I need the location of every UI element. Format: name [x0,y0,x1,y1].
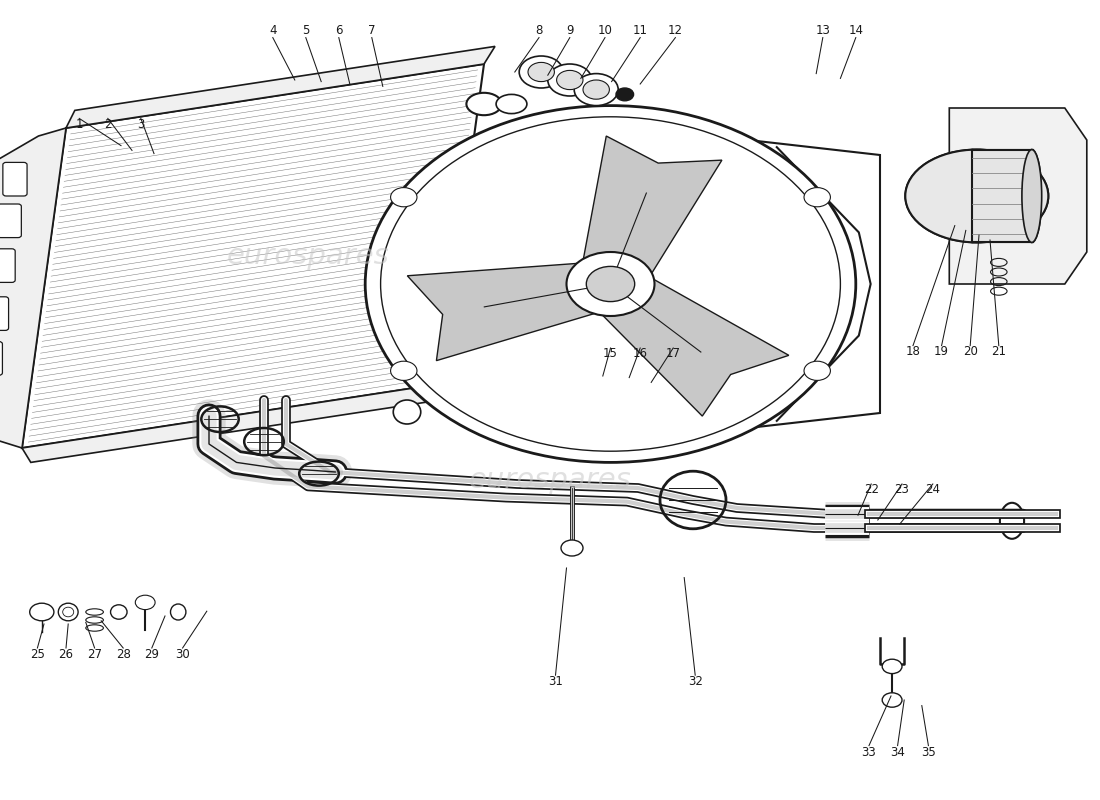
Circle shape [381,117,840,451]
Text: 18: 18 [905,346,921,358]
Polygon shape [583,136,722,273]
Circle shape [882,693,902,707]
Ellipse shape [466,93,502,115]
Polygon shape [949,108,1087,284]
Text: 25: 25 [30,648,45,661]
FancyBboxPatch shape [972,150,1033,242]
Circle shape [804,362,830,381]
FancyBboxPatch shape [0,204,21,238]
Text: 26: 26 [58,648,74,661]
Ellipse shape [905,150,1048,242]
Text: 24: 24 [925,483,940,496]
Text: 22: 22 [864,483,879,496]
Circle shape [365,106,856,462]
Text: 13: 13 [815,24,830,37]
Text: 27: 27 [87,648,102,661]
Text: 8: 8 [536,24,542,37]
Text: 7: 7 [368,24,375,37]
Text: 19: 19 [934,346,949,358]
Ellipse shape [394,400,420,424]
Text: 30: 30 [175,648,190,661]
Circle shape [390,362,417,381]
Text: 4: 4 [270,24,276,37]
Text: 23: 23 [894,483,910,496]
Ellipse shape [58,603,78,621]
Text: 10: 10 [597,24,613,37]
Polygon shape [22,384,451,462]
Text: 12: 12 [668,24,683,37]
Circle shape [528,62,554,82]
Ellipse shape [1022,150,1042,242]
FancyBboxPatch shape [972,150,1033,242]
Text: 29: 29 [144,648,159,661]
Text: 2: 2 [104,118,111,130]
Text: 14: 14 [848,24,864,37]
Circle shape [390,187,417,206]
Circle shape [135,595,155,610]
FancyBboxPatch shape [0,297,9,330]
Circle shape [566,252,654,316]
Text: 5: 5 [302,24,309,37]
Circle shape [30,603,54,621]
Circle shape [561,540,583,556]
Polygon shape [603,279,789,416]
Text: 6: 6 [336,24,342,37]
Ellipse shape [110,605,126,619]
Text: 20: 20 [962,346,978,358]
Ellipse shape [962,150,982,242]
FancyBboxPatch shape [0,249,15,282]
Ellipse shape [905,150,1048,242]
Circle shape [583,80,609,99]
Polygon shape [407,263,594,361]
Text: 31: 31 [548,675,563,688]
Circle shape [574,74,618,106]
Text: 28: 28 [116,648,131,661]
Polygon shape [66,46,495,128]
Ellipse shape [170,604,186,620]
Circle shape [548,64,592,96]
Circle shape [586,266,635,302]
Ellipse shape [1022,150,1042,242]
Text: 1: 1 [76,118,82,130]
Ellipse shape [496,94,527,114]
Polygon shape [22,64,484,448]
Polygon shape [0,128,66,448]
Circle shape [616,88,634,101]
Text: 17: 17 [666,347,681,360]
Text: 3: 3 [138,118,144,130]
Text: 11: 11 [632,24,648,37]
Text: eurospares: eurospares [227,242,389,270]
Text: 9: 9 [566,24,573,37]
Text: 15: 15 [603,347,618,360]
Text: eurospares: eurospares [469,466,631,494]
Circle shape [882,659,902,674]
FancyBboxPatch shape [0,342,2,375]
Circle shape [557,70,583,90]
Text: 21: 21 [991,346,1006,358]
Text: 33: 33 [861,746,877,758]
Circle shape [804,187,830,206]
Text: 35: 35 [921,746,936,758]
Text: 32: 32 [688,675,703,688]
Circle shape [519,56,563,88]
FancyBboxPatch shape [3,162,28,196]
Text: 16: 16 [632,347,648,360]
Text: 34: 34 [890,746,905,758]
